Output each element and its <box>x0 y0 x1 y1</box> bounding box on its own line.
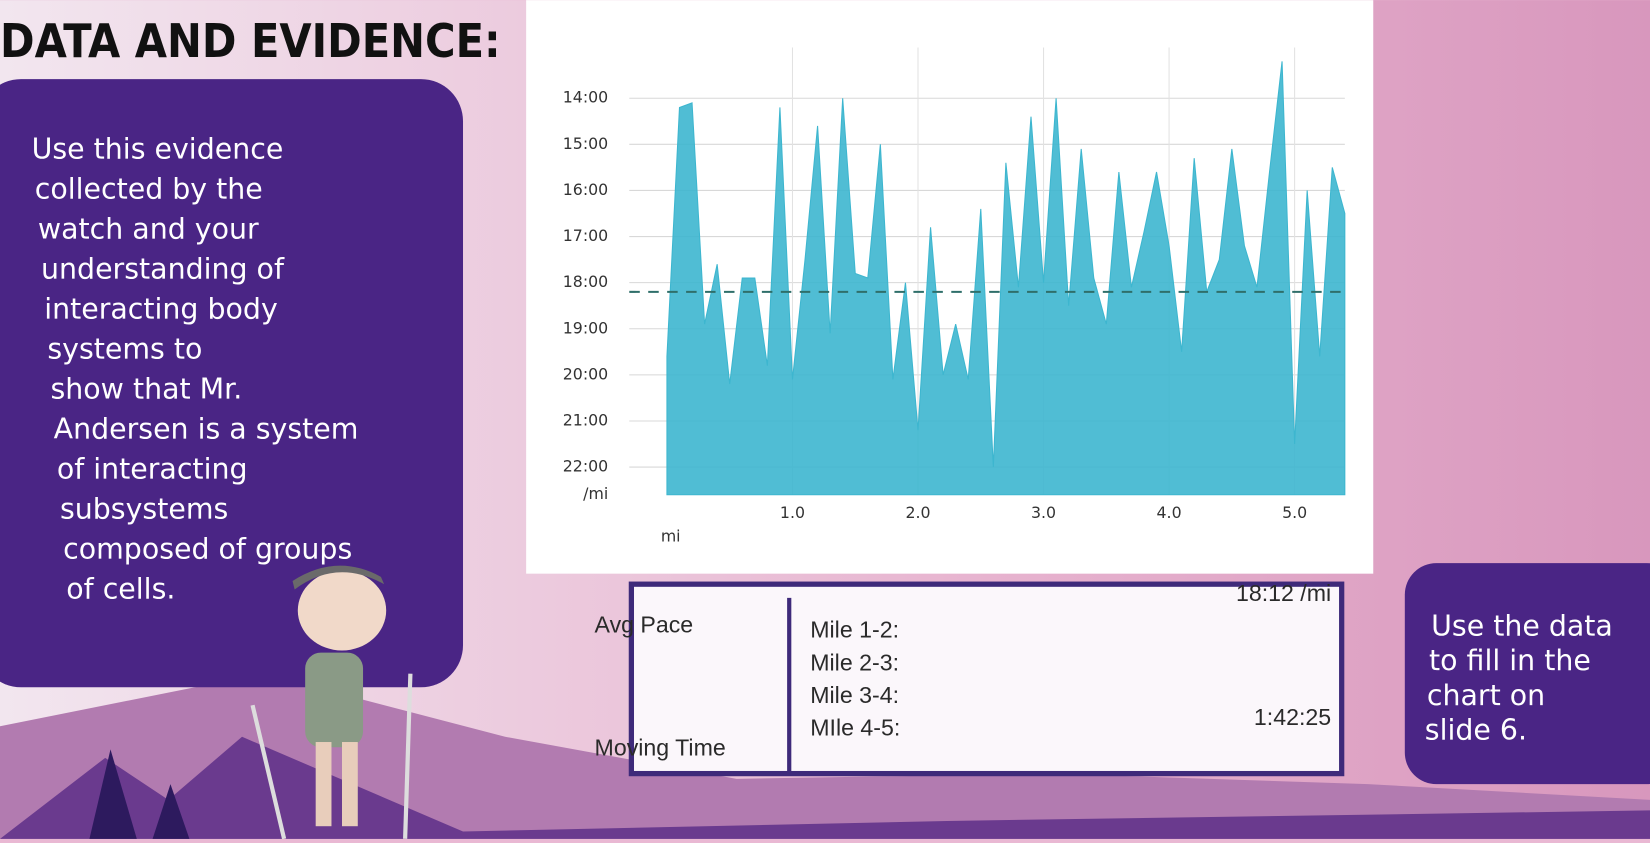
hiker-illustration <box>250 565 413 840</box>
table-box <box>628 581 1345 777</box>
y-axis-label: /mi <box>583 484 608 503</box>
evidence-line: interacting body <box>44 293 278 326</box>
note-line: Use the data <box>1431 609 1613 642</box>
pace-chart: 14:00 15:00 16:00 17:00 18:00 19:00 20:00 21:00… <box>563 47 1346 545</box>
y-tick-label: 19:00 <box>563 318 608 337</box>
evidence-line: Use this evidence <box>32 133 284 166</box>
evidence-line: of interacting <box>57 453 248 486</box>
avg-pace-label: Avg Pace <box>595 611 694 637</box>
evidence-line: collected by the <box>35 173 263 206</box>
tree <box>89 749 137 839</box>
y-tick-label: 17:00 <box>563 226 608 245</box>
table-row-label: Mile 1-2: <box>810 617 899 643</box>
evidence-line: subsystems <box>60 493 228 526</box>
y-tick-label: 18:00 <box>563 272 608 291</box>
note-panel <box>1404 563 1650 785</box>
mountains <box>0 736 1650 839</box>
evidence-line: of cells. <box>66 572 175 605</box>
pace-area <box>666 61 1346 496</box>
x-tick-label: 5.0 <box>1282 503 1307 522</box>
evidence-line: composed of groups <box>63 533 352 566</box>
page-title: DATA AND EVIDENCE: <box>0 14 501 68</box>
evidence-text: Use this evidence collected by the watch a… <box>32 133 359 606</box>
y-tick-label: 21:00 <box>563 410 608 429</box>
note-line: slide 6. <box>1425 714 1527 747</box>
x-axis-label: mi <box>661 526 681 545</box>
y-tick-label: 15:00 <box>563 134 608 153</box>
avg-pace-value: 18:12 /mi <box>1236 580 1331 606</box>
table-row-label: MIle 4-5: <box>810 715 900 741</box>
note-line: chart on <box>1427 679 1545 712</box>
moving-time-label: Moving Time <box>595 735 726 761</box>
evidence-line: show that Mr. <box>51 373 243 406</box>
table-rows: Mile 1-2: Mile 2-3: Mile 3-4: MIle 4-5: <box>810 617 900 741</box>
evidence-panel <box>0 79 463 688</box>
evidence-line: watch and your <box>38 213 259 246</box>
y-tick-label: 22:00 <box>563 457 608 476</box>
x-tick-label: 1.0 <box>780 503 805 522</box>
note-line: to fill in the <box>1429 644 1591 677</box>
tree <box>152 784 190 839</box>
table-row-label: Mile 2-3: <box>810 649 899 675</box>
x-tick-label: 4.0 <box>1157 503 1182 522</box>
moving-time-value: 1:42:25 <box>1254 704 1331 730</box>
table-row-label: Mile 3-4: <box>810 682 899 708</box>
hills <box>0 673 1650 839</box>
x-tick-label: 2.0 <box>905 503 930 522</box>
evidence-line: Andersen is a system <box>54 413 359 446</box>
x-tick-label: 3.0 <box>1031 503 1056 522</box>
evidence-line: systems to <box>47 333 202 366</box>
y-tick-label: 20:00 <box>563 364 608 383</box>
y-tick-label: 14:00 <box>563 88 608 107</box>
y-tick-label: 16:00 <box>563 180 608 199</box>
evidence-line: understanding of <box>41 253 285 286</box>
